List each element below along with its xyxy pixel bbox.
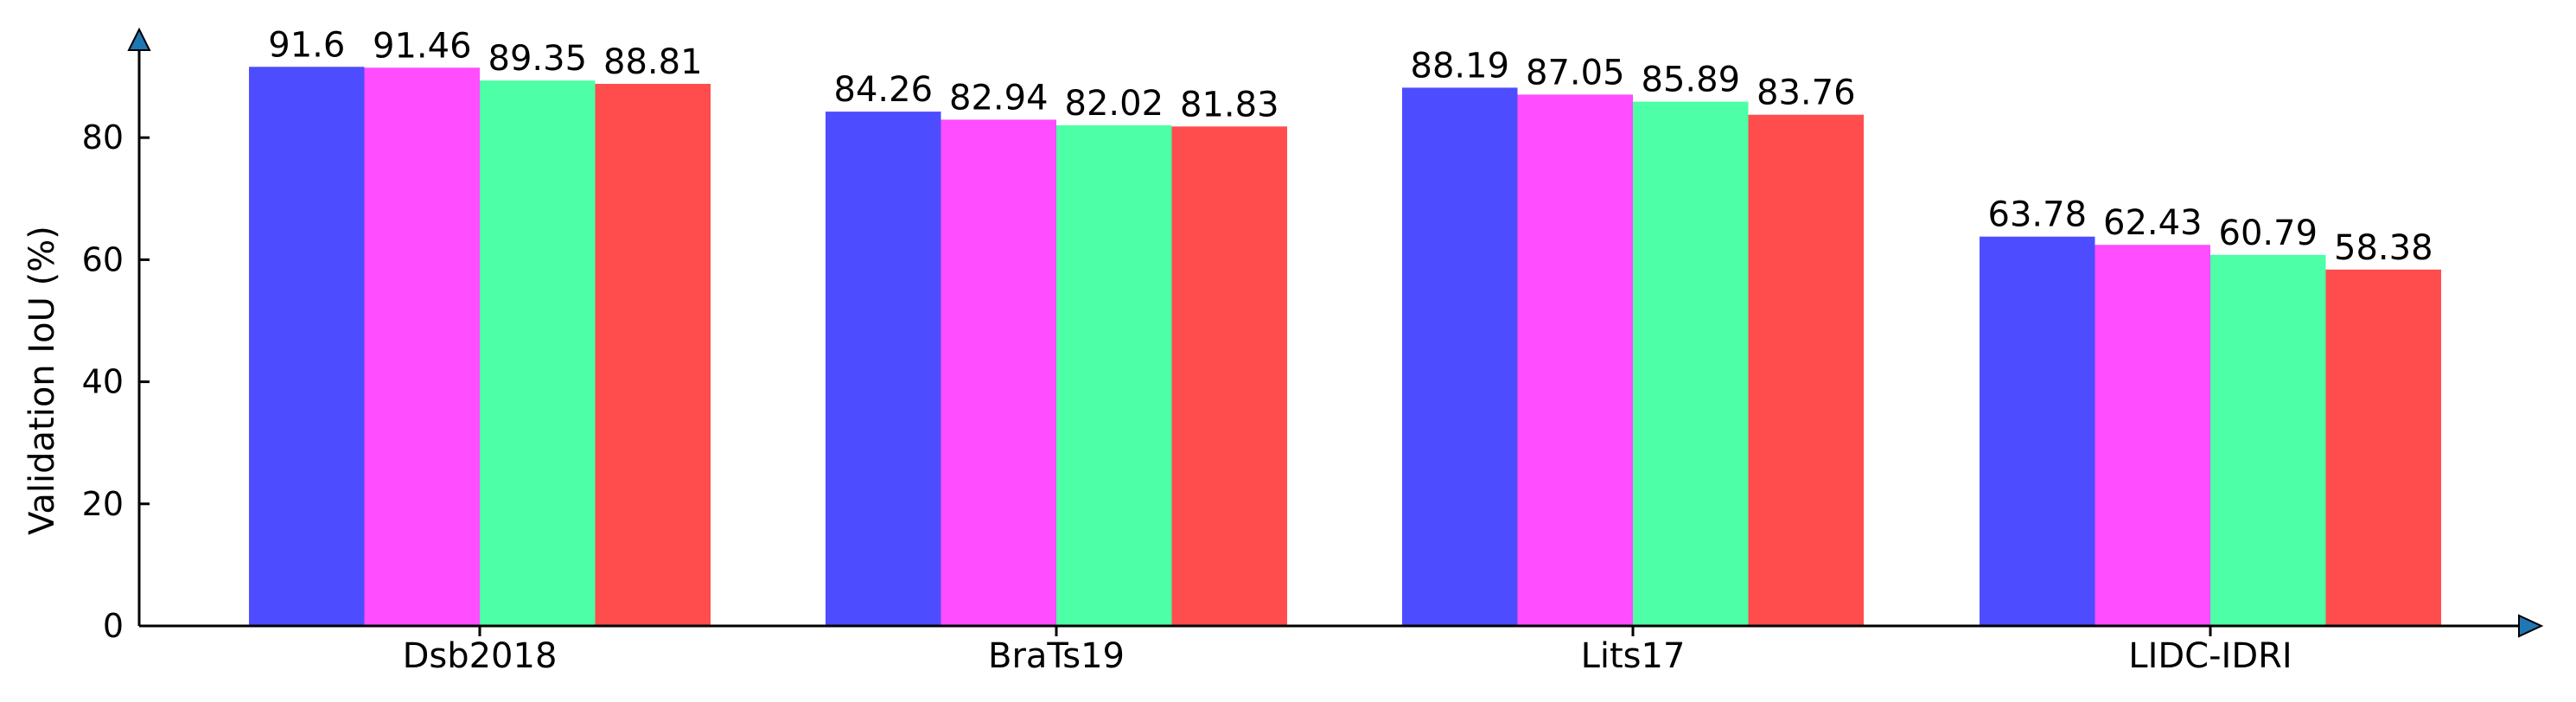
bar-brats19-3 — [1171, 126, 1287, 627]
data-labels-group: 91.6 91.46 89.35 88.81 84.26 82.94 82.02 81.83 8… — [268, 25, 2433, 268]
data-label: 83.76 — [1757, 73, 1856, 113]
data-label: 62.43 — [2103, 203, 2203, 243]
bar-lidc-idri-0 — [1980, 236, 2095, 626]
x-tick-label: Lits17 — [1581, 636, 1686, 676]
bar-dsb2018-3 — [595, 84, 711, 626]
data-label: 84.26 — [834, 70, 934, 110]
y-axis-arrow-icon — [127, 27, 151, 51]
data-label: 82.94 — [949, 78, 1049, 118]
data-label: 89.35 — [488, 39, 588, 79]
y-ticks-group: 0 20 40 60 80 — [82, 118, 150, 645]
x-axis-arrow-icon — [2518, 614, 2544, 638]
data-label: 63.78 — [1988, 195, 2088, 235]
data-label: 88.19 — [1411, 46, 1510, 86]
data-label: 60.79 — [2219, 214, 2318, 253]
bar-lidc-idri-2 — [2210, 254, 2326, 626]
bar-dsb2018-0 — [249, 67, 365, 627]
data-label: 88.81 — [603, 42, 703, 82]
bar-dsb2018-1 — [364, 67, 480, 627]
x-ticks-group: Dsb2018 BraTs19 Lits17 LIDC-IDRI — [403, 626, 2292, 676]
data-label: 85.89 — [1642, 61, 1741, 100]
x-tick-label: Dsb2018 — [403, 636, 558, 676]
data-label: 82.02 — [1065, 84, 1164, 124]
y-tick-label: 60 — [82, 240, 124, 278]
x-tick-label: BraTs19 — [988, 636, 1125, 676]
bars-group — [249, 67, 2441, 627]
axes-group — [127, 27, 2544, 638]
x-tick-label: LIDC-IDRI — [2128, 636, 2292, 676]
data-label: 91.6 — [268, 25, 345, 65]
bar-lidc-idri-3 — [2325, 269, 2441, 626]
data-label: 58.38 — [2334, 228, 2433, 268]
bar-lits17-1 — [1517, 94, 1633, 626]
bar-dsb2018-2 — [480, 80, 596, 626]
bar-brats19-2 — [1056, 124, 1172, 626]
bar-brats19-0 — [826, 112, 941, 627]
y-axis-title: Validation IoU (%) — [22, 226, 62, 535]
y-tick-label: 40 — [82, 363, 124, 401]
bar-lidc-idri-1 — [2095, 245, 2210, 626]
bar-lits17-3 — [1748, 114, 1864, 626]
y-tick-label: 0 — [103, 607, 124, 645]
bar-lits17-2 — [1633, 101, 1749, 627]
data-label: 81.83 — [1180, 85, 1279, 124]
y-tick-label: 20 — [82, 485, 124, 523]
data-label: 91.46 — [373, 26, 472, 66]
data-label: 87.05 — [1526, 53, 1625, 93]
bar-brats19-1 — [940, 119, 1056, 626]
bar-lits17-0 — [1402, 87, 1518, 626]
y-tick-label: 80 — [82, 118, 124, 156]
